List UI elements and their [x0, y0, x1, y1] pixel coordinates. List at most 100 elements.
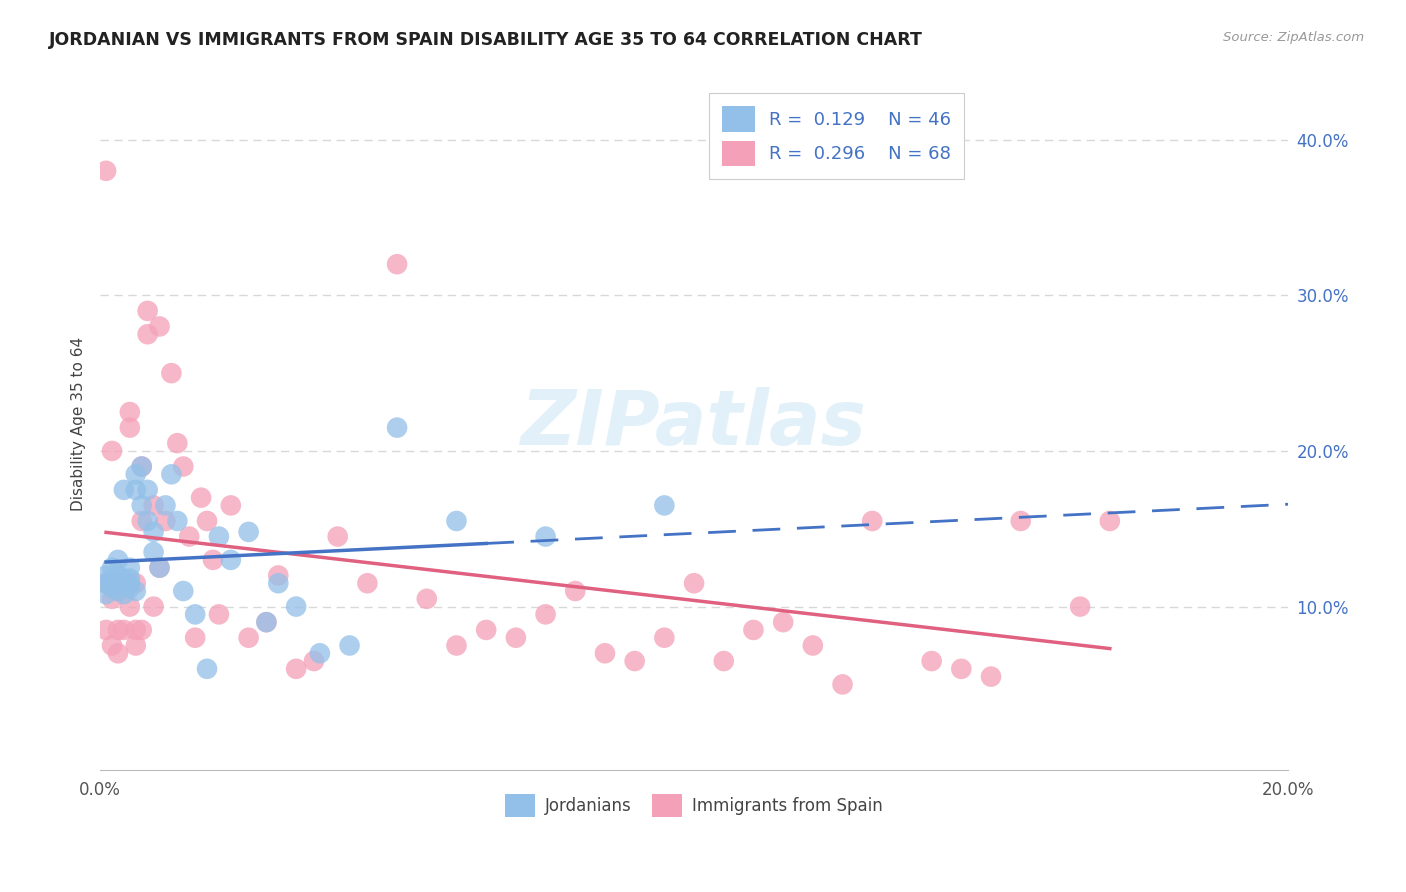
Point	[219, 499, 242, 513]
Point	[195, 514, 218, 528]
Point	[654, 499, 676, 513]
Point	[131, 514, 153, 528]
Point	[107, 646, 129, 660]
Point	[107, 553, 129, 567]
Point	[131, 459, 153, 474]
Point	[356, 576, 378, 591]
Point	[94, 587, 117, 601]
Point	[254, 615, 277, 629]
Point	[125, 623, 148, 637]
Point	[772, 615, 794, 629]
Point	[980, 670, 1002, 684]
Point	[860, 514, 883, 528]
Point	[713, 654, 735, 668]
Point	[172, 584, 194, 599]
Point	[184, 607, 207, 622]
Point	[385, 257, 408, 271]
Point	[309, 646, 332, 660]
Point	[950, 662, 973, 676]
Point	[112, 576, 135, 591]
Point	[155, 514, 177, 528]
Point	[267, 576, 290, 591]
Point	[1069, 599, 1091, 614]
Point	[125, 467, 148, 482]
Point	[131, 499, 153, 513]
Point	[125, 584, 148, 599]
Text: JORDANIAN VS IMMIGRANTS FROM SPAIN DISABILITY AGE 35 TO 64 CORRELATION CHART: JORDANIAN VS IMMIGRANTS FROM SPAIN DISAB…	[49, 31, 924, 49]
Point	[136, 304, 159, 318]
Point	[654, 631, 676, 645]
Point	[534, 607, 557, 622]
Point	[118, 420, 141, 434]
Point	[101, 572, 124, 586]
Point	[339, 639, 361, 653]
Point	[107, 584, 129, 599]
Point	[131, 459, 153, 474]
Point	[101, 576, 124, 591]
Point	[166, 514, 188, 528]
Text: Source: ZipAtlas.com: Source: ZipAtlas.com	[1223, 31, 1364, 45]
Point	[385, 420, 408, 434]
Point	[190, 491, 212, 505]
Point	[184, 631, 207, 645]
Point	[107, 623, 129, 637]
Point	[1098, 514, 1121, 528]
Point	[142, 599, 165, 614]
Point	[416, 591, 439, 606]
Point	[326, 530, 349, 544]
Point	[195, 662, 218, 676]
Point	[683, 576, 706, 591]
Point	[101, 591, 124, 606]
Point	[136, 514, 159, 528]
Point	[921, 654, 943, 668]
Point	[742, 623, 765, 637]
Point	[94, 623, 117, 637]
Point	[238, 524, 260, 539]
Point	[101, 560, 124, 574]
Point	[101, 639, 124, 653]
Point	[125, 639, 148, 653]
Point	[219, 553, 242, 567]
Point	[125, 576, 148, 591]
Point	[446, 639, 468, 653]
Point	[112, 623, 135, 637]
Point	[94, 576, 117, 591]
Point	[1010, 514, 1032, 528]
Point	[107, 568, 129, 582]
Point	[118, 581, 141, 595]
Point	[112, 483, 135, 497]
Point	[142, 545, 165, 559]
Point	[142, 499, 165, 513]
Point	[118, 560, 141, 574]
Text: ZIPatlas: ZIPatlas	[522, 387, 868, 461]
Point	[112, 576, 135, 591]
Point	[112, 587, 135, 601]
Point	[172, 459, 194, 474]
Point	[564, 584, 586, 599]
Point	[446, 514, 468, 528]
Point	[94, 568, 117, 582]
Point	[107, 584, 129, 599]
Point	[118, 599, 141, 614]
Point	[148, 560, 170, 574]
Point	[302, 654, 325, 668]
Point	[831, 677, 853, 691]
Point	[534, 530, 557, 544]
Point	[201, 553, 224, 567]
Point	[112, 572, 135, 586]
Point	[107, 576, 129, 591]
Point	[148, 560, 170, 574]
Point	[475, 623, 498, 637]
Point	[285, 599, 308, 614]
Point	[179, 530, 201, 544]
Point	[505, 631, 527, 645]
Point	[118, 405, 141, 419]
Point	[238, 631, 260, 645]
Point	[208, 530, 231, 544]
Point	[801, 639, 824, 653]
Point	[131, 623, 153, 637]
Point	[267, 568, 290, 582]
Point	[118, 576, 141, 591]
Point	[155, 499, 177, 513]
Point	[142, 524, 165, 539]
